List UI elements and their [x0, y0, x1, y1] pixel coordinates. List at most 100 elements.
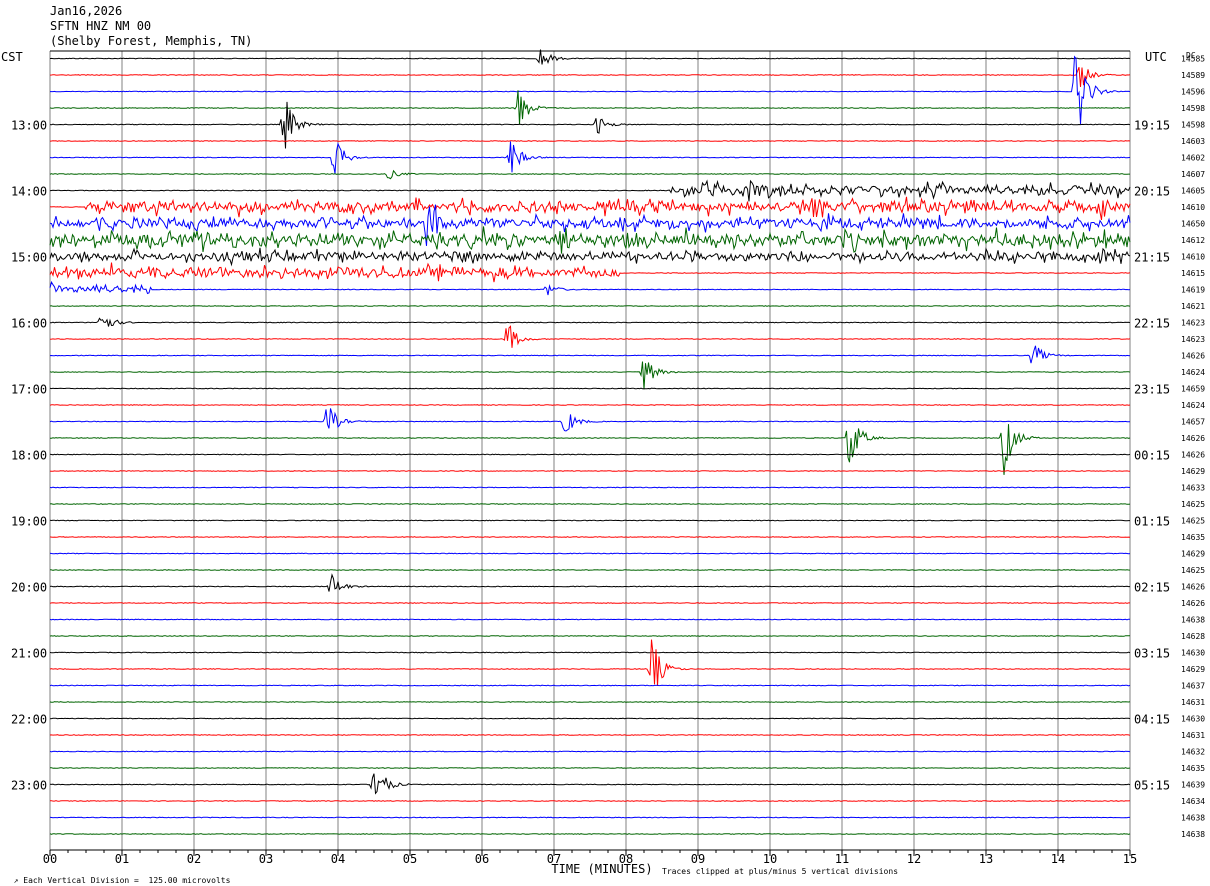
- trace-20: [49, 387, 1131, 390]
- left-time-label-6: 19:00: [11, 515, 47, 529]
- trace-30: [49, 552, 1131, 555]
- header-date: Jan16,2026: [50, 4, 123, 18]
- trace-5: [49, 140, 1131, 142]
- header-station: SFTN HNZ NM 00: [50, 19, 152, 33]
- dc-offset-label-35: 14628: [1181, 632, 1205, 641]
- right-axis-label-utc: UTC: [1145, 50, 1167, 64]
- right-time-label-9: 04:15: [1134, 713, 1170, 727]
- dc-offset-label-26: 14633: [1181, 484, 1205, 493]
- trace-26: [49, 486, 1131, 489]
- trace-41: [49, 734, 1131, 736]
- x-axis-title: TIME (MINUTES): [551, 862, 652, 876]
- dc-offset-label-33: 14626: [1181, 599, 1205, 608]
- trace-28: [49, 519, 1130, 522]
- trace-15: [49, 305, 1131, 307]
- left-time-label-10: 23:00: [11, 779, 47, 793]
- trace-40: [49, 717, 1131, 720]
- dc-offset-label-46: 14638: [1181, 814, 1205, 823]
- dc-offset-label-23: 14626: [1181, 434, 1205, 443]
- x-tick-label-06: 06: [475, 852, 489, 866]
- trace-31: [49, 569, 1131, 571]
- left-time-label-2: 15:00: [11, 251, 47, 265]
- footer-clip-note: Traces clipped at plus/minus 5 vertical …: [662, 867, 899, 876]
- dc-offset-label-7: 14607: [1181, 170, 1205, 179]
- x-tick-label-08: 08: [619, 852, 633, 866]
- trace-37: [49, 639, 1131, 687]
- x-tick-label-15: 15: [1123, 852, 1137, 866]
- left-time-label-7: 20:00: [11, 581, 47, 595]
- dc-offset-label-29: 14635: [1181, 533, 1205, 542]
- x-tick-label-00: 00: [43, 852, 57, 866]
- trace-16: [50, 317, 1131, 327]
- x-tick-label-11: 11: [835, 852, 849, 866]
- dc-offset-label-45: 14634: [1181, 797, 1205, 806]
- right-time-label-5: 00:15: [1134, 449, 1170, 463]
- right-time-label-6: 01:15: [1134, 515, 1170, 529]
- trace-19: [49, 361, 1131, 390]
- dc-offset-label-47: 14638: [1181, 830, 1205, 839]
- x-tick-label-14: 14: [1051, 852, 1065, 866]
- trace-11: [49, 226, 1131, 254]
- left-time-label-5: 18:00: [11, 449, 47, 463]
- x-tick-label-04: 04: [331, 852, 345, 866]
- dc-offset-label-25: 14629: [1181, 467, 1205, 476]
- trace-13: [49, 262, 1131, 283]
- trace-32: [49, 573, 1130, 592]
- dc-offset-label-22: 14657: [1181, 418, 1205, 427]
- right-time-label-0: 19:15: [1134, 119, 1170, 133]
- left-time-label-3: 16:00: [11, 317, 47, 331]
- trace-4: [49, 101, 1131, 149]
- dc-offset-label-5: 14603: [1181, 137, 1205, 146]
- trace-0: [49, 49, 1131, 65]
- trace-45: [49, 800, 1131, 802]
- left-time-label-1: 14:00: [11, 185, 47, 199]
- dc-offset-label-31: 14625: [1181, 566, 1205, 575]
- right-time-label-8: 03:15: [1134, 647, 1170, 661]
- dc-offset-label-27: 14625: [1181, 500, 1205, 509]
- dc-offset-label-41: 14631: [1181, 731, 1205, 740]
- dc-offset-label-14: 14619: [1181, 286, 1205, 295]
- x-tick-label-03: 03: [259, 852, 273, 866]
- x-tick-label-01: 01: [115, 852, 129, 866]
- scale-note: Each Vertical Division = 125.00 microvol…: [23, 876, 231, 885]
- trace-22: [49, 408, 1130, 432]
- trace-44: [49, 773, 1131, 795]
- dc-offset-label-34: 14638: [1181, 616, 1205, 625]
- right-time-label-3: 22:15: [1134, 317, 1170, 331]
- dc-offset-label-18: 14626: [1181, 352, 1205, 361]
- dc-offset-label-20: 14659: [1181, 385, 1205, 394]
- right-time-label-7: 02:15: [1134, 581, 1170, 595]
- dc-offset-label-21: 14624: [1181, 401, 1205, 410]
- trace-34: [49, 618, 1130, 621]
- dc-offset-label-2: 14596: [1181, 88, 1205, 97]
- left-time-label-0: 13:00: [11, 119, 47, 133]
- dc-offset-label-1: 14589: [1181, 71, 1205, 80]
- dc-label: DC: [1186, 51, 1196, 60]
- trace-29: [49, 536, 1131, 538]
- x-tick-label-10: 10: [763, 852, 777, 866]
- dc-offset-label-36: 14630: [1181, 649, 1205, 658]
- right-time-label-2: 21:15: [1134, 251, 1170, 265]
- dc-offset-label-0: 14585: [1181, 55, 1205, 64]
- trace-47: [49, 833, 1131, 835]
- trace-25: [49, 470, 1131, 472]
- trace-33: [49, 602, 1130, 604]
- right-time-label-10: 05:15: [1134, 779, 1170, 793]
- trace-39: [49, 701, 1131, 703]
- dc-offset-label-42: 14632: [1181, 748, 1205, 757]
- trace-6: [49, 141, 1131, 174]
- trace-21: [49, 404, 1131, 406]
- dc-offset-label-4: 14598: [1181, 121, 1205, 130]
- trace-14: [49, 280, 1131, 296]
- trace-17: [49, 325, 1131, 348]
- left-time-label-9: 22:00: [11, 713, 47, 727]
- dc-offset-label-6: 14602: [1181, 154, 1205, 163]
- trace-2: [50, 55, 1131, 125]
- trace-3: [49, 90, 1131, 125]
- dc-offset-label-3: 14598: [1181, 104, 1205, 113]
- trace-35: [49, 635, 1130, 637]
- trace-12: [49, 247, 1131, 267]
- trace-36: [49, 651, 1131, 654]
- trace-43: [50, 767, 1131, 769]
